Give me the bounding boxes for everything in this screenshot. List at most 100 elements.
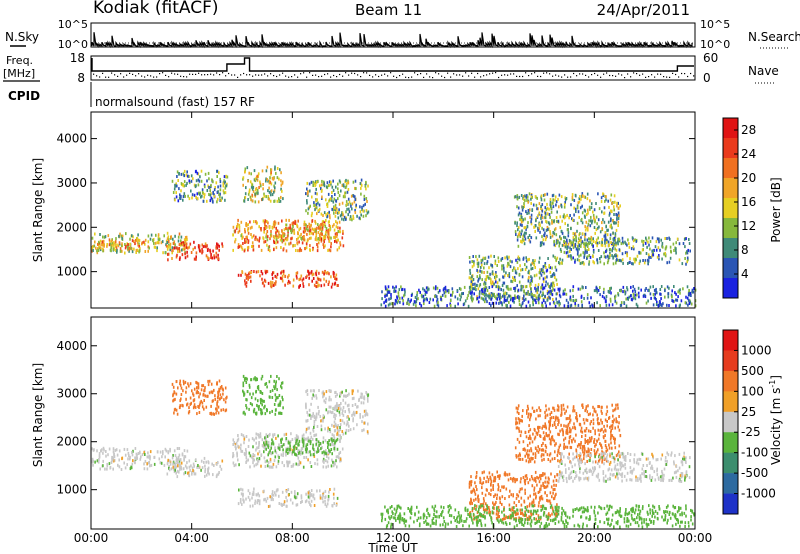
scatter-cell — [185, 235, 188, 239]
scatter-cell — [235, 463, 237, 467]
scatter-cell — [623, 301, 625, 305]
scatter-cell — [275, 241, 277, 245]
scatter-cell — [237, 243, 240, 247]
scatter-cell — [603, 255, 606, 259]
scatter-cell — [471, 509, 474, 513]
scatter-cell — [537, 283, 540, 287]
scatter-cell — [527, 221, 529, 225]
scatter-cell — [537, 476, 540, 480]
scatter-cell — [528, 211, 530, 215]
scatter-cell — [595, 202, 597, 205]
scatter-cell — [277, 462, 280, 465]
scatter-cell — [216, 381, 218, 385]
scatter-cell — [495, 301, 498, 305]
scatter-cell — [595, 241, 597, 245]
scatter-cell — [359, 395, 362, 399]
scatter-cell — [278, 197, 280, 201]
scatter-cell — [574, 242, 577, 246]
scatter-cell — [143, 467, 146, 471]
scatter-cell — [536, 196, 538, 200]
scatter-cell — [460, 287, 462, 291]
scatter-cell — [266, 464, 269, 468]
scatter-cell — [93, 244, 96, 248]
scatter-cell — [136, 248, 139, 252]
scatter-cell — [210, 253, 212, 257]
scatter-cell — [620, 259, 623, 263]
scatter-cell — [216, 175, 218, 178]
scatter-cell — [548, 512, 550, 516]
scatter-cell — [176, 475, 179, 479]
scatter-cell — [312, 232, 314, 236]
nave-dot — [453, 73, 455, 75]
scatter-cell — [599, 304, 601, 308]
scatter-cell — [649, 292, 652, 296]
scatter-cell — [508, 516, 511, 520]
scatter-cell — [517, 257, 519, 261]
scatter-cell — [274, 446, 276, 450]
scatter-cell — [265, 179, 267, 183]
scatter-cell — [554, 198, 556, 202]
scatter-cell — [185, 243, 188, 247]
scatter-cell — [137, 238, 140, 242]
scatter-cell — [473, 490, 476, 494]
scatter-cell — [639, 251, 642, 255]
scatter-cell — [236, 225, 239, 228]
nave-dot — [531, 73, 533, 75]
scatter-cell — [328, 224, 331, 227]
scatter-cell — [488, 492, 490, 496]
scatter-cell — [614, 299, 617, 303]
scatter-cell — [221, 387, 224, 391]
scatter-cell — [557, 197, 559, 201]
scatter-cell — [641, 239, 643, 243]
scatter-cell — [240, 492, 243, 496]
scatter-cell — [339, 393, 342, 396]
scatter-cell — [327, 192, 330, 196]
scatter-cell — [549, 200, 552, 203]
scatter-cell — [502, 281, 505, 285]
scatter-cell — [604, 231, 607, 235]
scatter-cell — [608, 303, 611, 307]
scatter-cell — [637, 291, 640, 295]
scatter-cell — [572, 218, 574, 222]
nave-dot — [495, 72, 497, 74]
scatter-cell — [538, 293, 541, 297]
scatter-cell — [558, 193, 561, 197]
scatter-cell — [540, 273, 543, 277]
scatter-cell — [482, 505, 485, 509]
scatter-cell — [539, 295, 541, 299]
scatter-cell — [179, 256, 181, 260]
scatter-cell — [571, 217, 573, 221]
scatter-cell — [207, 467, 209, 471]
scatter-cell — [682, 287, 684, 291]
scatter-cell — [321, 232, 323, 236]
scatter-cell — [388, 291, 390, 294]
scatter-cell — [282, 238, 285, 242]
scatter-cell — [324, 489, 327, 493]
scatter-cell — [593, 289, 596, 293]
scatter-cell — [573, 243, 575, 247]
scatter-cell — [480, 261, 483, 265]
date-title: 24/Apr/2011 — [597, 1, 690, 19]
scatter-cell — [198, 403, 201, 407]
scatter-cell — [316, 243, 318, 246]
scatter-cell — [583, 245, 585, 248]
scatter-cell — [275, 226, 277, 230]
scatter-cell — [512, 299, 514, 303]
scatter-cell — [514, 195, 517, 199]
scatter-cell — [494, 295, 496, 299]
scatter-cell — [329, 450, 331, 454]
scatter-cell — [131, 239, 134, 243]
scatter-cell — [680, 299, 683, 303]
scatter-cell — [539, 230, 541, 234]
scatter-cell — [291, 450, 294, 454]
scatter-cell — [217, 257, 219, 260]
scatter-cell — [135, 251, 137, 254]
scatter-cell — [504, 291, 507, 295]
scatter-cell — [267, 195, 269, 198]
scatter-cell — [191, 472, 193, 476]
scatter-cell — [333, 420, 336, 424]
scatter-cell — [525, 304, 528, 308]
scatter-cell — [217, 253, 219, 257]
scatter-cell — [249, 454, 252, 458]
scatter-cell — [564, 201, 566, 204]
